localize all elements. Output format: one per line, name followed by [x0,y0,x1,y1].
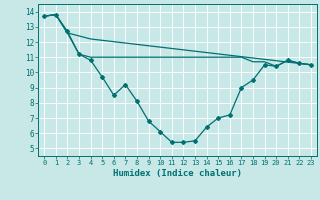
X-axis label: Humidex (Indice chaleur): Humidex (Indice chaleur) [113,169,242,178]
